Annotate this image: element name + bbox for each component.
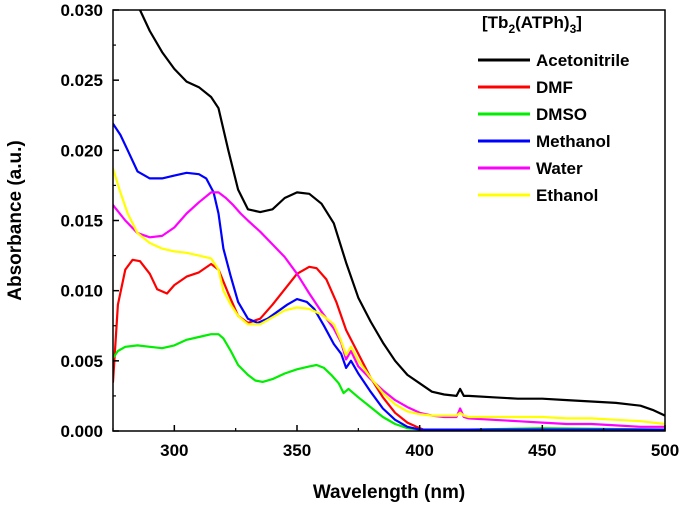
legend: [Tb2(ATPh)3] Acetonitrile DMF DMSO Methanol… xyxy=(478,13,630,205)
legend-title: [Tb2(ATPh)3] xyxy=(482,13,582,36)
legend-title-part: ] xyxy=(576,13,582,32)
x-tick-label: 500 xyxy=(651,441,679,460)
legend-label-dmf: DMF xyxy=(536,78,573,97)
x-tick-label: 400 xyxy=(405,441,433,460)
series-line-ethanol xyxy=(113,167,665,426)
series-layer xyxy=(113,10,665,431)
legend-title-subscript: 3 xyxy=(570,22,577,36)
x-tick-label: 300 xyxy=(160,441,188,460)
legend-label-methanol: Methanol xyxy=(536,132,611,151)
plot-frame xyxy=(112,9,666,432)
legend-label-ethanol: Ethanol xyxy=(536,186,598,205)
y-tick-label: 0.030 xyxy=(60,1,103,20)
y-tick-label: 0.005 xyxy=(60,352,103,371)
legend-title-subscript: 2 xyxy=(508,22,515,36)
x-axis-ticks: 300 350 400 450 500 xyxy=(112,425,679,460)
y-axis-title: Absorbance (a.u.) xyxy=(5,140,26,300)
legend-items: Acetonitrile DMF DMSO Methanol Water Ethanol xyxy=(478,51,630,205)
y-axis-ticks: 0.000 0.005 0.010 0.015 0.020 0.025 0.030 xyxy=(60,1,119,441)
x-axis-title: Wavelength (nm) xyxy=(313,482,465,503)
legend-label-water: Water xyxy=(536,159,583,178)
y-tick-label: 0.010 xyxy=(60,282,103,301)
x-tick-label: 350 xyxy=(283,441,311,460)
x-tick-label: 450 xyxy=(528,441,556,460)
series-line-acetonitrile xyxy=(138,10,665,417)
series-line-methanol xyxy=(113,122,665,431)
series-line-dmso xyxy=(113,333,665,431)
y-tick-label: 0.020 xyxy=(60,141,103,160)
legend-label-acetonitrile: Acetonitrile xyxy=(536,51,630,70)
y-tick-label: 0.015 xyxy=(60,212,103,231)
y-tick-label: 0.025 xyxy=(60,71,103,90)
series-line-water xyxy=(113,191,665,428)
legend-title-part: (ATPh) xyxy=(515,13,569,32)
legend-title-part: [Tb xyxy=(482,13,508,32)
legend-label-dmso: DMSO xyxy=(536,105,587,124)
y-tick-label: 0.000 xyxy=(60,422,103,441)
